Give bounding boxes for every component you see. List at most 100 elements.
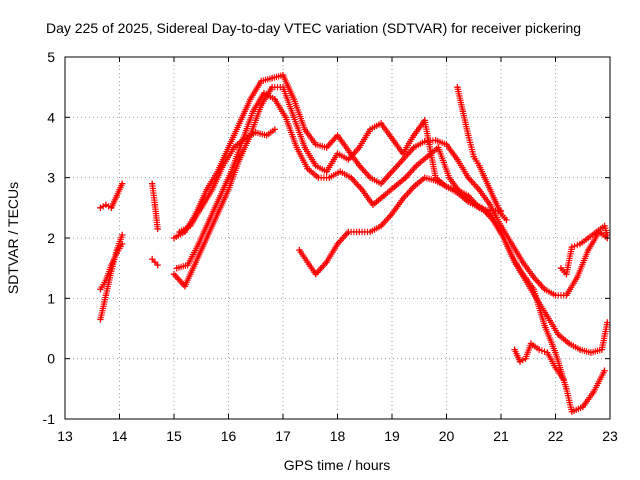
data-point [102, 201, 110, 209]
marker [269, 127, 276, 135]
x-tick-label: 13 [57, 428, 73, 444]
marker [267, 85, 275, 93]
marker [321, 143, 328, 151]
marker [389, 185, 397, 192]
marker [227, 170, 234, 177]
marker [419, 175, 427, 183]
data-series [97, 71, 611, 415]
marker [496, 226, 503, 234]
marker [529, 272, 536, 279]
marker [603, 321, 611, 328]
marker [539, 284, 547, 291]
marker [430, 176, 437, 184]
x-tick-label: 22 [548, 428, 564, 444]
marker [400, 175, 408, 183]
marker [568, 246, 575, 253]
marker [345, 173, 353, 180]
x-tick-label: 20 [439, 428, 455, 444]
marker [277, 72, 285, 79]
marker [118, 233, 125, 241]
y-tick-label: 0 [47, 351, 55, 367]
marker [365, 172, 372, 180]
marker [313, 172, 320, 180]
marker [469, 151, 477, 158]
marker [354, 160, 362, 167]
marker [102, 294, 109, 301]
marker [213, 212, 220, 220]
marker [491, 196, 498, 203]
marker [311, 139, 318, 146]
marker [249, 110, 256, 117]
marker [474, 184, 481, 192]
marker [496, 208, 504, 216]
marker [540, 320, 548, 327]
marker [112, 251, 120, 259]
marker [250, 130, 257, 137]
marker [463, 172, 471, 179]
series-arc-5 [296, 174, 505, 278]
x-axis-label: GPS time / hours [284, 457, 391, 473]
marker [409, 134, 416, 141]
marker [452, 154, 460, 161]
marker [599, 224, 606, 231]
marker [603, 229, 610, 236]
marker [364, 228, 371, 236]
marker [269, 94, 276, 102]
marker [375, 121, 383, 128]
marker [321, 167, 328, 174]
marker [216, 194, 223, 201]
marker [519, 356, 526, 364]
series-arc-7 [511, 340, 567, 383]
marker [117, 243, 125, 250]
marker [323, 174, 330, 181]
grid-lines [65, 57, 610, 419]
data-point [97, 204, 104, 212]
marker [333, 242, 340, 250]
marker [445, 172, 452, 179]
marker [101, 279, 108, 286]
marker [375, 223, 383, 231]
marker [289, 94, 297, 101]
marker [266, 75, 274, 82]
y-tick-label: 4 [47, 109, 55, 125]
marker [589, 390, 596, 397]
marker [551, 347, 558, 354]
x-tick-label: 19 [384, 428, 400, 444]
marker [357, 184, 364, 192]
marker [398, 197, 405, 204]
marker [485, 199, 492, 207]
marker [409, 185, 416, 192]
marker [235, 158, 242, 165]
series-arc-8 [557, 222, 611, 278]
marker [411, 164, 419, 171]
y-tick-label: 1 [47, 290, 55, 306]
marker [302, 256, 310, 264]
marker [354, 146, 361, 153]
marker [353, 228, 360, 236]
series-arc-mid-b [149, 255, 161, 269]
marker [584, 248, 591, 256]
marker [184, 223, 192, 231]
marker [600, 369, 607, 377]
marker [459, 105, 466, 113]
marker [559, 374, 566, 381]
y-tick-label: -1 [43, 411, 56, 427]
marker [202, 236, 209, 244]
marker [387, 212, 394, 219]
marker [538, 347, 546, 354]
marker [300, 142, 308, 149]
marker [365, 128, 373, 135]
marker [464, 130, 472, 137]
x-tick-label: 17 [275, 428, 291, 444]
marker [480, 172, 487, 179]
series-arc-mid-a [149, 180, 161, 233]
marker [529, 284, 536, 291]
series-trace [173, 74, 608, 296]
marker [112, 194, 120, 201]
marker [452, 188, 459, 195]
marker [560, 292, 567, 299]
marker [311, 160, 318, 167]
marker [507, 250, 515, 258]
marker [518, 256, 525, 264]
